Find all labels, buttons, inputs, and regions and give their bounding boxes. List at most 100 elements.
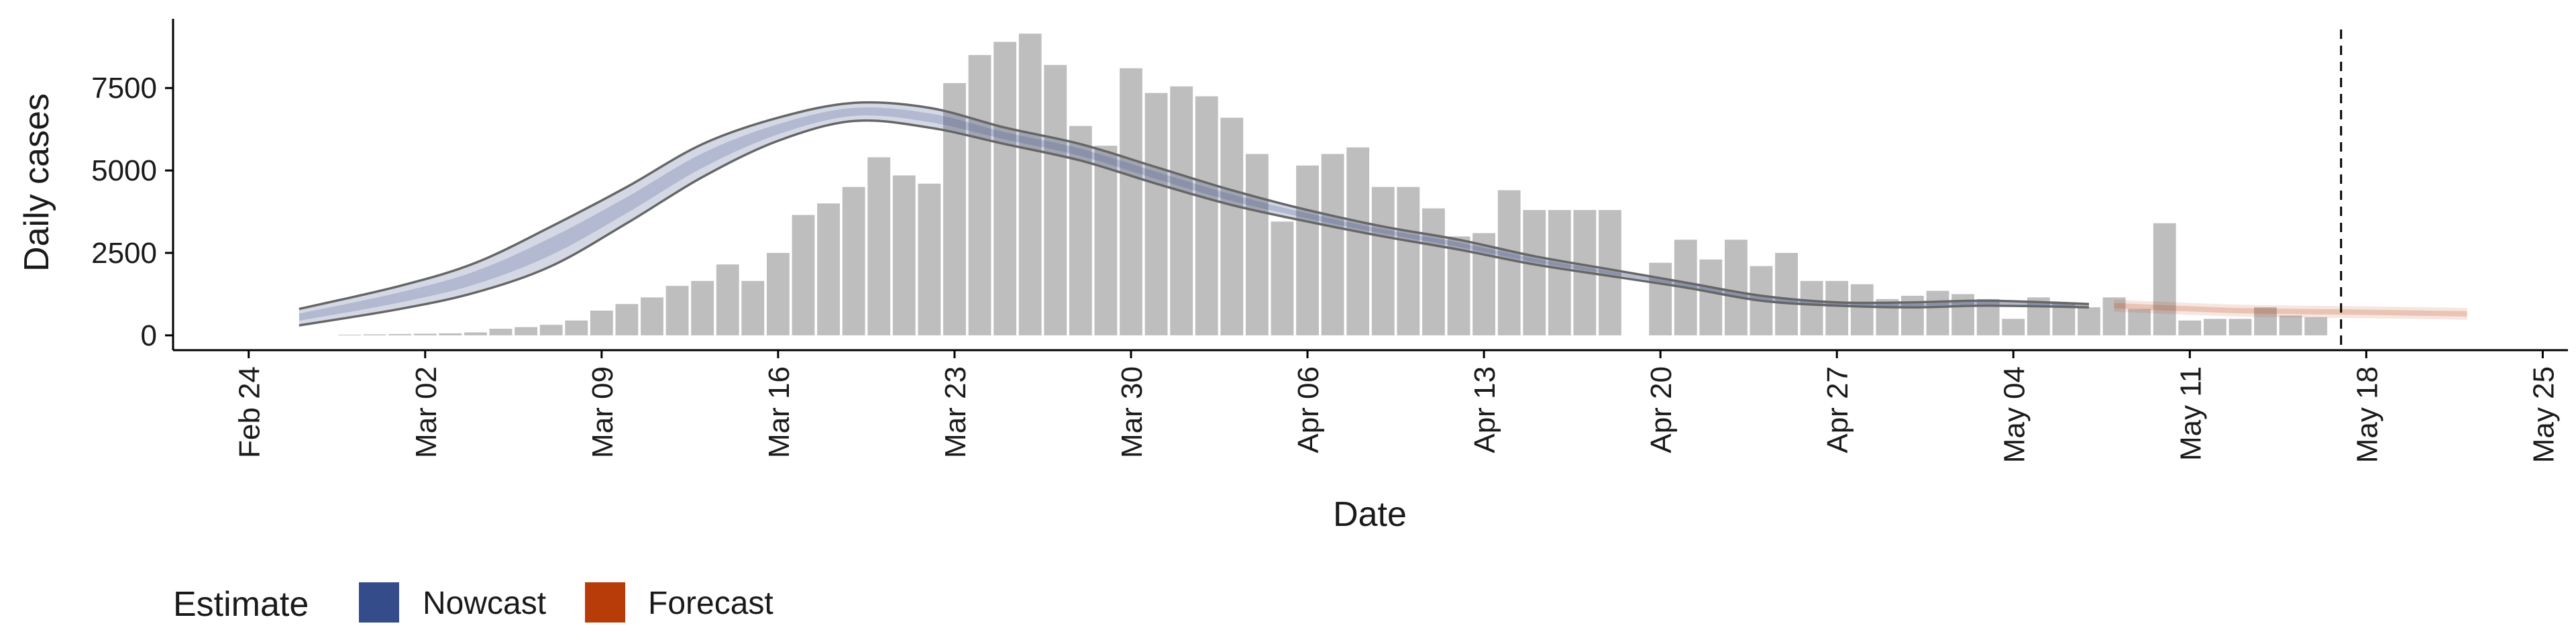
bar <box>1447 236 1470 335</box>
x-tick-label: Mar 30 <box>1116 366 1148 458</box>
bar <box>565 320 588 335</box>
bar <box>2304 317 2328 335</box>
bar <box>867 157 891 335</box>
bar <box>2229 319 2252 335</box>
legend: Estimate Nowcast Forecast <box>173 582 773 624</box>
bar <box>1044 64 1067 335</box>
x-tick-label: Apr 13 <box>1468 366 1501 453</box>
bar <box>439 333 462 335</box>
x-axis-label: Date <box>1333 495 1407 534</box>
bar <box>1699 259 1723 335</box>
bar <box>1649 262 1672 335</box>
bar <box>1800 280 1823 335</box>
bar <box>1321 154 1344 335</box>
x-tick-label: Mar 23 <box>939 366 972 458</box>
bar <box>2279 315 2302 335</box>
nowcast-upper-line <box>299 101 2090 311</box>
bar <box>2002 319 2025 335</box>
bar <box>2078 307 2100 335</box>
bar <box>2203 319 2226 335</box>
bar <box>2027 297 2050 335</box>
x-tick-label: Apr 27 <box>1821 366 1854 453</box>
y-tick-label: 7500 <box>91 72 157 105</box>
bar <box>1825 280 1849 335</box>
bar <box>918 183 941 335</box>
bar <box>1018 34 1042 335</box>
x-tick-label: Mar 02 <box>410 366 443 458</box>
y-tick-label: 0 <box>141 319 157 352</box>
bar <box>766 252 790 335</box>
legend-key-forecast <box>585 582 625 623</box>
bar <box>741 280 765 335</box>
legend-title: Estimate <box>173 585 309 624</box>
x-tick-label: Feb 24 <box>233 366 266 458</box>
legend-label-nowcast: Nowcast <box>423 586 546 621</box>
bar <box>1296 165 1319 335</box>
estimate-bands-layer <box>299 101 2467 327</box>
bar <box>464 332 487 335</box>
bar <box>1926 290 1949 335</box>
bar <box>716 264 739 335</box>
bar <box>641 297 663 335</box>
y-axis-label: Daily cases <box>17 93 56 272</box>
x-tick-label: May 18 <box>2351 366 2383 463</box>
bar <box>2254 307 2277 335</box>
x-tick-label: Mar 16 <box>763 366 796 458</box>
x-tick-label: Mar 09 <box>586 366 619 458</box>
bar <box>1397 186 1420 335</box>
bar <box>388 333 412 335</box>
bar <box>1195 96 1218 335</box>
bar <box>994 42 1017 335</box>
bar <box>1523 210 1546 335</box>
x-tick-label: May 25 <box>2527 366 2560 463</box>
bar <box>792 215 815 335</box>
nowcast-lower-line <box>299 119 2090 327</box>
bar <box>1120 68 1142 335</box>
bar <box>817 203 840 335</box>
bar <box>1144 93 1168 335</box>
bar <box>691 280 714 335</box>
bar <box>1094 146 1118 335</box>
bar <box>1271 221 1294 335</box>
y-axis-ticks: 0 2500 5000 7500 <box>91 72 173 352</box>
bar <box>842 186 865 335</box>
bar <box>943 83 966 335</box>
bar <box>1371 186 1395 335</box>
bar <box>539 325 563 335</box>
bar <box>1548 210 1571 335</box>
bar <box>1775 252 1798 335</box>
bar <box>590 311 613 335</box>
x-tick-label: May 04 <box>1998 366 2031 463</box>
bar <box>1497 190 1521 335</box>
bar <box>363 334 386 335</box>
bar <box>1170 86 1193 335</box>
bar <box>1876 299 1899 335</box>
bar <box>2128 309 2151 335</box>
bar <box>1346 147 1370 335</box>
bar <box>1472 233 1496 335</box>
x-axis-ticks: Feb 24 Mar 02 Mar 09 Mar 16 Mar 23 Mar 30 Apr … <box>233 350 2560 463</box>
y-tick-label: 5000 <box>91 154 157 187</box>
legend-label-forecast: Forecast <box>648 586 773 621</box>
bar <box>1724 239 1748 335</box>
x-tick-label: Apr 06 <box>1292 366 1325 453</box>
x-tick-label: Apr 20 <box>1645 366 1678 453</box>
bar <box>1850 284 1874 335</box>
bar <box>615 304 639 335</box>
bar <box>515 327 538 335</box>
bar <box>2178 320 2202 335</box>
bar <box>1245 154 1269 335</box>
bar <box>968 55 991 335</box>
forecast-line <box>2114 303 2467 317</box>
bar <box>892 175 916 335</box>
bars-layer <box>338 34 2328 335</box>
x-tick-label: May 11 <box>2174 366 2207 461</box>
bar <box>1422 208 1445 335</box>
bar <box>1220 117 1244 335</box>
bar <box>2102 297 2126 335</box>
forecast-band <box>2114 299 2467 320</box>
bar <box>1599 210 1621 335</box>
bar <box>413 333 437 335</box>
y-tick-label: 2500 <box>91 237 157 270</box>
